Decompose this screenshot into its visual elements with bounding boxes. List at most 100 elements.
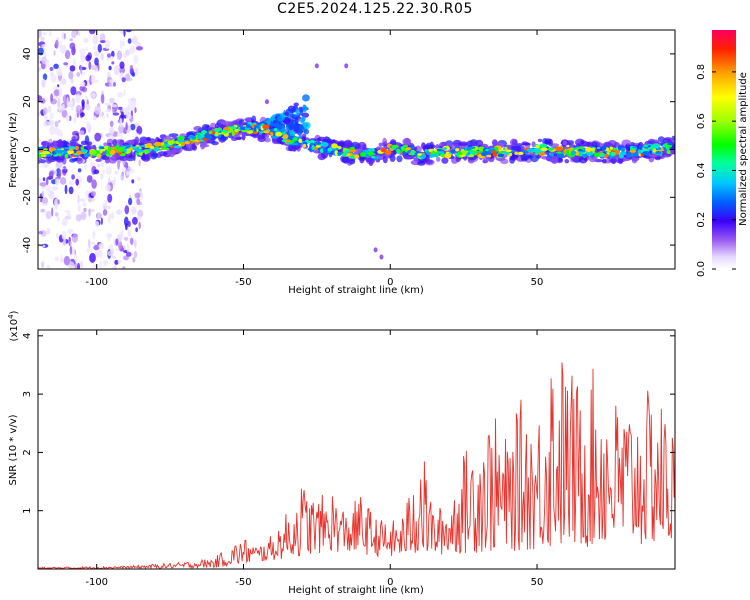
ridge-core bbox=[205, 134, 213, 140]
ridge-core bbox=[132, 146, 138, 150]
noise-blob bbox=[111, 61, 115, 65]
noise-blob bbox=[58, 119, 61, 124]
ridge-halo bbox=[211, 141, 219, 146]
noise-blob bbox=[51, 207, 54, 217]
ridge-halo bbox=[568, 144, 576, 148]
ridge-core bbox=[125, 144, 131, 148]
snr-y-ticks: 1 2 3 4 bbox=[22, 333, 675, 514]
noise-blob bbox=[126, 244, 130, 253]
spectrogram-y-ticks: -40 -20 0 20 40 bbox=[22, 48, 675, 253]
ridge-core bbox=[380, 148, 387, 153]
noise-blob bbox=[84, 163, 88, 170]
ridge-halo bbox=[624, 144, 630, 149]
ridge-core bbox=[275, 131, 283, 137]
ridge-core bbox=[604, 153, 609, 158]
ridge-halo bbox=[76, 157, 83, 164]
noise-blob bbox=[96, 163, 101, 168]
colorbar-ticks: 0.0 0.2 0.4 0.6 0.8 bbox=[696, 64, 736, 277]
noise-blob bbox=[68, 180, 75, 186]
noise-blob bbox=[61, 230, 66, 240]
ridge-halo bbox=[389, 154, 396, 162]
spectrogram-x-axis-label: Height of straight line (km) bbox=[288, 285, 424, 296]
noise-blob bbox=[104, 39, 110, 50]
colorbar-tick-label: 0.0 bbox=[696, 261, 707, 277]
colorbar-tick-label: 0.6 bbox=[696, 113, 707, 129]
outlier-blob bbox=[379, 254, 384, 260]
noise-blob bbox=[134, 107, 137, 114]
ridge-core bbox=[518, 151, 524, 155]
ridge-core bbox=[368, 151, 374, 156]
noise-blob bbox=[80, 81, 86, 87]
ridge-core bbox=[643, 146, 649, 149]
noise-blob bbox=[92, 34, 99, 45]
ridge-core bbox=[208, 131, 213, 134]
noise-blob bbox=[41, 163, 49, 168]
noise-blob bbox=[109, 120, 114, 128]
noise-blob bbox=[134, 192, 141, 199]
noise-blob bbox=[97, 43, 103, 53]
colorbar-gradient bbox=[712, 30, 736, 269]
ridge-core bbox=[161, 147, 170, 151]
noise-blob bbox=[107, 250, 114, 257]
y-tick-label: 40 bbox=[22, 48, 33, 61]
ridge-core bbox=[263, 130, 270, 134]
ridge-core bbox=[547, 147, 554, 151]
ridge-core bbox=[426, 150, 430, 155]
ridge-core bbox=[64, 153, 69, 159]
noise-blob bbox=[88, 208, 91, 217]
noise-blob bbox=[125, 113, 132, 120]
ridge-core bbox=[629, 150, 637, 153]
noise-blob bbox=[117, 160, 120, 170]
ridge-core bbox=[270, 132, 274, 137]
ridge-core bbox=[617, 145, 622, 151]
ridge-halo bbox=[336, 141, 346, 148]
noise-blob bbox=[46, 264, 51, 269]
noise-blob bbox=[69, 38, 73, 42]
ridge-core bbox=[564, 146, 568, 149]
ridge-core bbox=[652, 148, 656, 153]
ridge-core bbox=[253, 131, 259, 134]
chart-title: C2E5.2024.125.22.30.R05 bbox=[277, 1, 473, 17]
ridge-core bbox=[231, 131, 235, 137]
y-tick-label: 3 bbox=[22, 391, 33, 397]
noise-blob bbox=[81, 99, 85, 107]
ridge-halo bbox=[46, 142, 55, 147]
ridge-core bbox=[118, 152, 122, 155]
snr-x-axis-label: Height of straight line (km) bbox=[288, 585, 424, 596]
spectrogram-x-ticks: -100 -50 0 50 bbox=[85, 30, 543, 288]
ridge-core bbox=[41, 150, 50, 155]
ridge-core bbox=[342, 152, 348, 156]
noise-blob bbox=[116, 209, 123, 215]
x-tick-label: 0 bbox=[387, 577, 393, 588]
ridge-halo bbox=[167, 150, 176, 158]
ridge-core bbox=[234, 128, 239, 133]
branch-blob bbox=[270, 120, 274, 128]
ridge-core bbox=[273, 128, 278, 132]
ridge-halo bbox=[141, 154, 151, 162]
noise-blob bbox=[63, 255, 70, 266]
noise-blob bbox=[111, 56, 114, 60]
noise-blob bbox=[71, 30, 77, 39]
noise-blob bbox=[131, 179, 135, 184]
ridge-core bbox=[609, 146, 613, 150]
noise-blob bbox=[121, 77, 126, 83]
snr-x-ticks: -100 -50 0 50 bbox=[85, 330, 543, 588]
ridge-core bbox=[533, 148, 541, 154]
noise-blob bbox=[91, 179, 97, 189]
noise-blob bbox=[92, 115, 97, 121]
noise-blob bbox=[129, 65, 133, 69]
ridge-halo bbox=[103, 142, 108, 147]
noise-blob bbox=[95, 79, 99, 83]
ridge-core bbox=[384, 150, 392, 155]
ridge-halo bbox=[578, 156, 588, 164]
noise-blob bbox=[120, 229, 124, 239]
ridge-core bbox=[50, 147, 57, 151]
ridge-halo bbox=[112, 139, 118, 147]
noise-blob bbox=[70, 106, 74, 111]
noise-blob bbox=[69, 65, 76, 72]
noise-blob bbox=[115, 238, 119, 246]
branch-blob bbox=[302, 94, 310, 102]
noise-blob bbox=[63, 62, 69, 66]
noise-blob bbox=[112, 266, 115, 269]
ridge-halo bbox=[664, 137, 672, 141]
